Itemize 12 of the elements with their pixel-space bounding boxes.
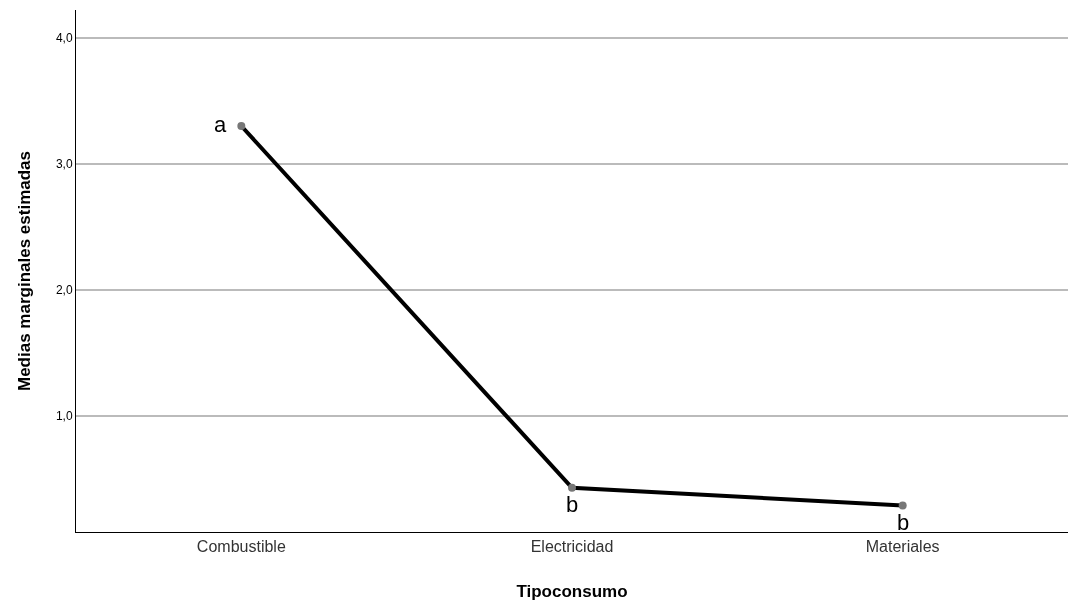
annotation: b — [566, 492, 579, 517]
y-tick-label: 2,0 — [55, 283, 73, 298]
y-tick-label: 3,0 — [55, 157, 73, 172]
annotation: b — [897, 510, 910, 535]
annotation: a — [214, 112, 227, 137]
x-tick-label: Combustible — [196, 538, 286, 556]
x-tick-label: Electricidad — [530, 538, 614, 556]
y-tick-label: 4,0 — [55, 30, 73, 45]
x-tick-label: Materiales — [865, 538, 940, 556]
y-tick-label: 1,0 — [55, 409, 73, 424]
x-axis-title: Tipoconsumo — [516, 581, 628, 601]
y-axis-title: Medias marginales estimadas — [15, 150, 35, 392]
